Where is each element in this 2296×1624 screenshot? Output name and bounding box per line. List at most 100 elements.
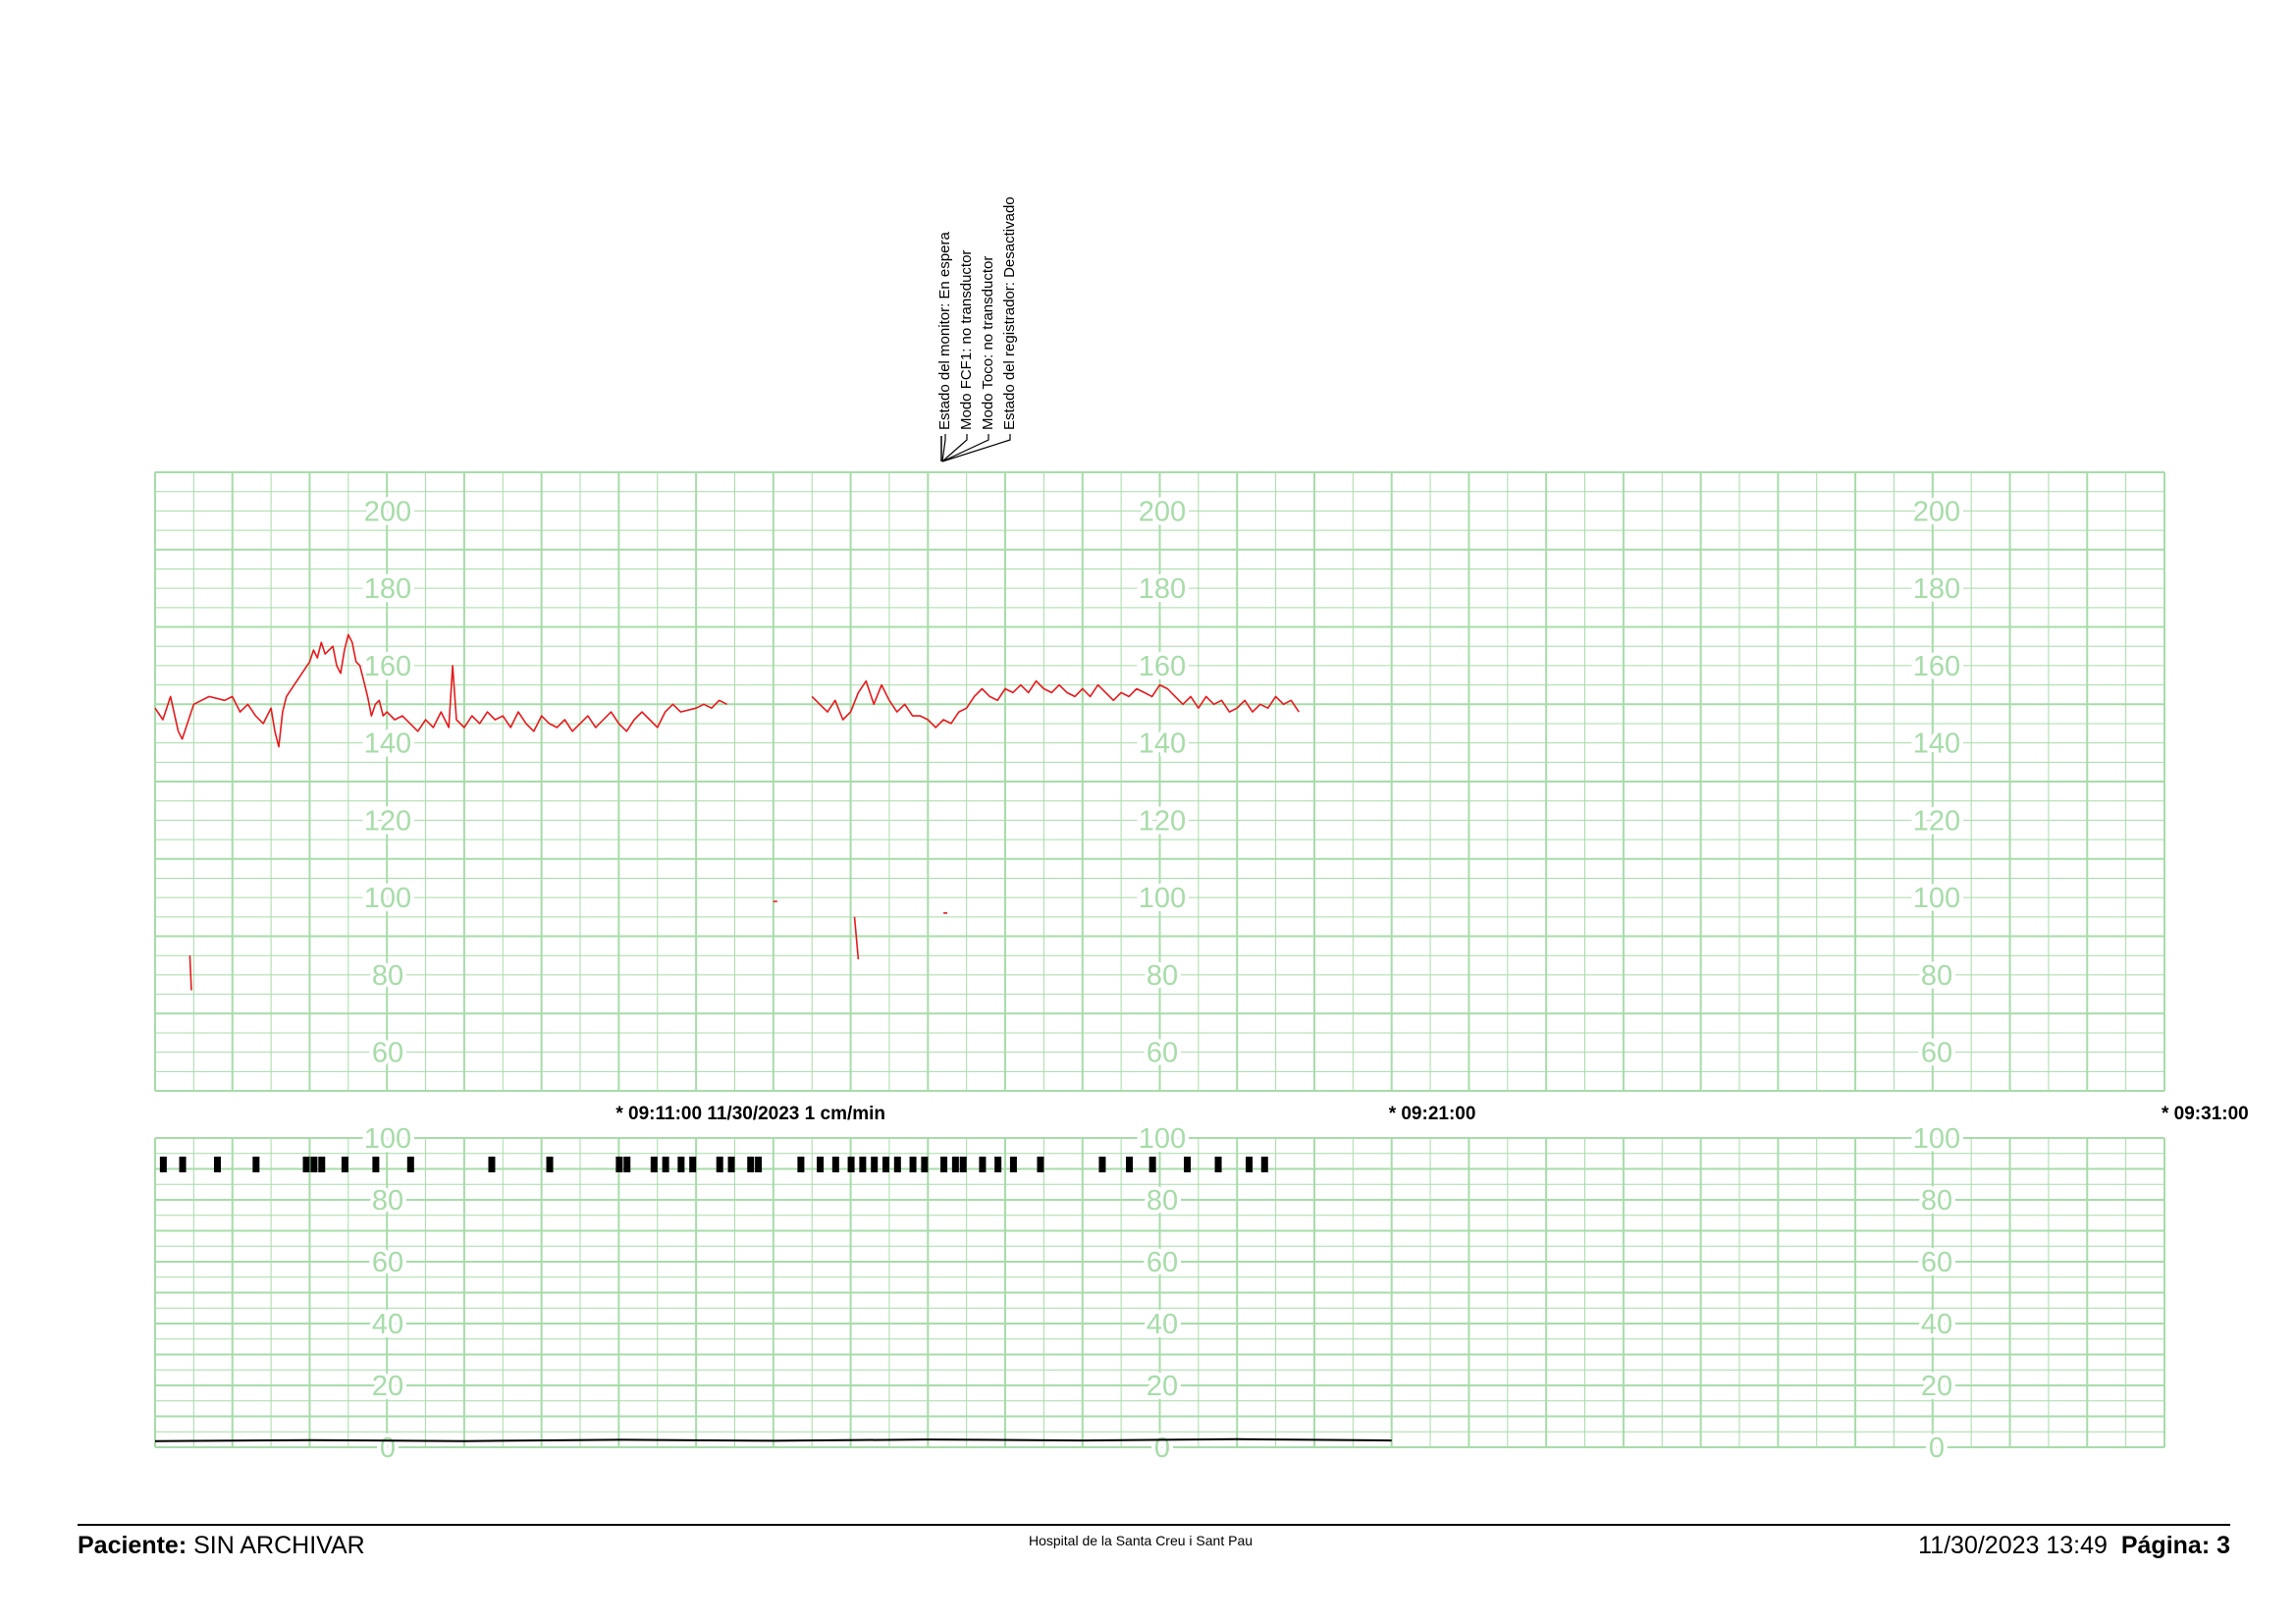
event-mark xyxy=(341,1157,348,1172)
toco-tick-label: 0 xyxy=(1929,1433,1945,1464)
event-mark xyxy=(1214,1157,1222,1172)
event-mark xyxy=(689,1157,697,1172)
event-mark xyxy=(921,1157,929,1172)
fhr-tick-label: 160 xyxy=(1913,651,1960,682)
event-mark xyxy=(871,1157,879,1172)
event-mark xyxy=(797,1157,805,1172)
toco-tick-label: 60 xyxy=(1921,1247,1952,1278)
fhr-tick-label: 140 xyxy=(364,729,411,760)
event-mark xyxy=(1126,1157,1134,1172)
fhr-series-0 xyxy=(154,633,727,748)
event-mark xyxy=(909,1157,917,1172)
annotation-leader xyxy=(941,434,946,462)
toco-tick-label: 100 xyxy=(1139,1123,1186,1155)
event-mark xyxy=(716,1157,723,1172)
event-mark xyxy=(1148,1157,1156,1172)
fhr-series-3 xyxy=(853,916,860,960)
fhr-tick-label: 100 xyxy=(1913,883,1960,914)
toco-tick-label: 100 xyxy=(1913,1123,1960,1155)
toco-tick-label: 0 xyxy=(380,1433,396,1464)
event-mark xyxy=(847,1157,855,1172)
fhr-tick-label: 180 xyxy=(364,573,411,605)
toco-tick-label: 80 xyxy=(1147,1185,1178,1217)
event-mark xyxy=(302,1157,310,1172)
event-mark xyxy=(623,1157,631,1172)
toco-tick-label: 20 xyxy=(1921,1371,1952,1402)
fhr-tick-label: 140 xyxy=(1913,729,1960,760)
toco-event-marks xyxy=(159,1157,1268,1172)
event-mark xyxy=(882,1157,890,1172)
fhr-tick-label: 140 xyxy=(1139,729,1186,760)
event-mark xyxy=(310,1157,318,1172)
event-mark xyxy=(252,1157,260,1172)
fhr-tick-label: 80 xyxy=(1147,960,1178,992)
event-mark xyxy=(372,1157,380,1172)
event-mark xyxy=(893,1157,901,1172)
fhr-tick-label: 60 xyxy=(372,1038,403,1069)
hospital-name: Hospital de la Santa Creu i Sant Pau xyxy=(1029,1533,1254,1548)
event-mark xyxy=(755,1157,763,1172)
fhr-tick-label: 180 xyxy=(1139,573,1186,605)
fhr-tick-label: 100 xyxy=(364,883,411,914)
fhr-series-1 xyxy=(811,679,1300,729)
event-mark xyxy=(213,1157,221,1172)
event-mark xyxy=(994,1157,1002,1172)
toco-tick-label: 40 xyxy=(1921,1309,1952,1340)
event-mark xyxy=(406,1157,414,1172)
fhr-tick-label: 200 xyxy=(364,496,411,527)
print-datetime: 11/30/2023 13:49 xyxy=(1918,1532,2108,1559)
patient-info: Paciente: SIN ARCHIVAR xyxy=(78,1532,365,1560)
toco-tick-label: 40 xyxy=(1147,1309,1178,1340)
event-mark xyxy=(1260,1157,1268,1172)
event-mark xyxy=(940,1157,948,1172)
toco-tick-label: 20 xyxy=(1147,1371,1178,1402)
fhr-tick-label: 100 xyxy=(1139,883,1186,914)
time-marker-label: * 09:31:00 xyxy=(2162,1104,2249,1124)
event-mark xyxy=(817,1157,825,1172)
event-mark xyxy=(979,1157,987,1172)
status-annotation: Modo FCF1: no transductor xyxy=(958,250,975,430)
event-mark xyxy=(747,1157,755,1172)
event-mark xyxy=(546,1157,554,1172)
event-mark xyxy=(615,1157,623,1172)
event-mark xyxy=(727,1157,735,1172)
event-mark xyxy=(951,1157,959,1172)
fhr-tick-label: 120 xyxy=(1913,805,1960,837)
event-mark xyxy=(1184,1157,1192,1172)
fhr-tick-label: 60 xyxy=(1921,1038,1952,1069)
patient-value: SIN ARCHIVAR xyxy=(193,1532,365,1559)
toco-tick-label: 40 xyxy=(372,1309,403,1340)
toco-series-0 xyxy=(154,1437,1392,1442)
event-mark xyxy=(677,1157,685,1172)
time-marker-label: * 09:21:00 xyxy=(1389,1104,1476,1124)
patient-label: Paciente: xyxy=(78,1532,187,1559)
annotation-leader xyxy=(941,434,968,462)
event-mark xyxy=(1009,1157,1017,1172)
fhr-trace xyxy=(154,633,1300,991)
status-annotation: Modo Toco: no transductor xyxy=(980,256,996,430)
annotation-leader xyxy=(941,434,989,462)
fhr-tick-label: 60 xyxy=(1147,1038,1178,1069)
event-mark xyxy=(1246,1157,1254,1172)
event-mark xyxy=(859,1157,867,1172)
time-markers: * 09:11:00 11/30/2023 1 cm/min * 09:21:00… xyxy=(615,1104,2248,1124)
event-mark xyxy=(831,1157,839,1172)
event-mark xyxy=(662,1157,669,1172)
status-annotations: Estado del monitor: En espera Modo FCF1: … xyxy=(936,196,1018,462)
status-annotation: Estado del registrador: Desactivado xyxy=(1001,196,1018,430)
fhr-tick-label: 80 xyxy=(1921,960,1952,992)
event-mark xyxy=(1098,1157,1106,1172)
toco-tick-label: 0 xyxy=(1154,1433,1170,1464)
fhr-tick-label: 200 xyxy=(1139,496,1186,527)
toco-tick-label: 80 xyxy=(1921,1185,1952,1217)
fhr-tick-label: 180 xyxy=(1913,573,1960,605)
fhr-series-2 xyxy=(188,955,192,991)
event-mark xyxy=(650,1157,658,1172)
toco-tick-label: 20 xyxy=(372,1371,403,1402)
footer-divider xyxy=(78,1524,2230,1526)
event-mark xyxy=(959,1157,967,1172)
page-number: Página: 3 xyxy=(2120,1532,2230,1559)
toco-trace xyxy=(154,1437,1392,1442)
event-mark xyxy=(318,1157,326,1172)
